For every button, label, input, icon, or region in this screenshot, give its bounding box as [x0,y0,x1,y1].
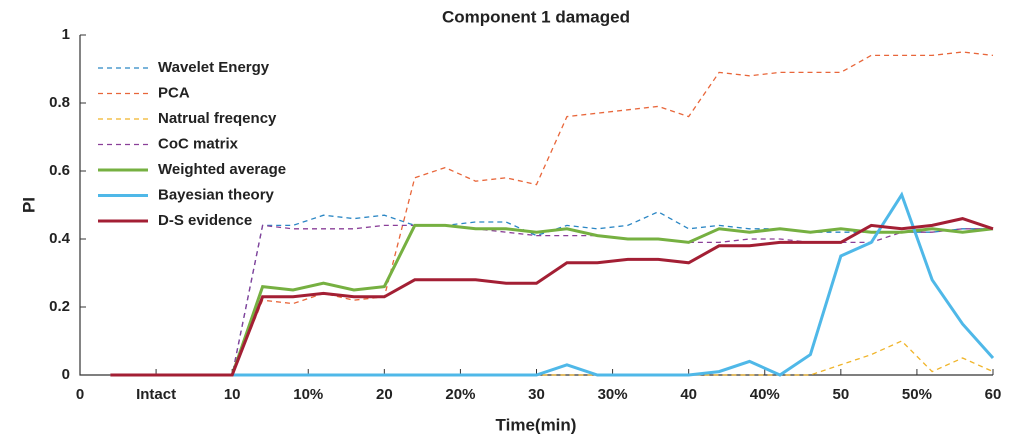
series-line [110,51,994,376]
series-line [110,191,995,377]
y-tick-label: 0.6 [49,162,70,179]
x-tick-label: 20% [445,386,475,403]
x-tick-label: 40% [750,386,780,403]
x-tick-label: Intact [136,386,176,403]
x-tick-label: 50% [902,386,932,403]
legend-label: D-S evidence [158,212,252,229]
series-line [110,217,994,377]
x-axis-label: Time(min) [496,415,577,434]
x-tick-label: 40 [680,386,697,403]
chart-title: Component 1 damaged [442,7,630,26]
x-tick-label: 0 [76,386,84,403]
legend-label: Wavelet Energy [158,59,270,76]
x-tick-label: 30% [598,386,628,403]
legend-label: Bayesian theory [158,186,275,203]
x-tick-label: 30 [528,386,545,403]
y-tick-label: 0.8 [49,94,70,111]
y-tick-label: 1 [62,26,70,43]
x-tick-label: 50 [832,386,849,403]
legend-label: Natrual freqency [158,110,277,127]
x-tick-label: 20 [376,386,393,403]
series-line [110,224,993,376]
x-tick-label: 60 [985,386,1002,403]
legend-label: Weighted average [158,161,286,178]
legend-label: PCA [158,84,190,101]
legend-label: CoC matrix [158,135,239,152]
y-tick-label: 0.4 [49,230,71,247]
y-tick-label: 0 [62,366,70,383]
x-tick-label: 10% [293,386,323,403]
x-tick-label: 10 [224,386,241,403]
y-tick-label: 0.2 [49,298,70,315]
y-axis-label: PI [19,197,38,213]
axes [79,35,993,376]
